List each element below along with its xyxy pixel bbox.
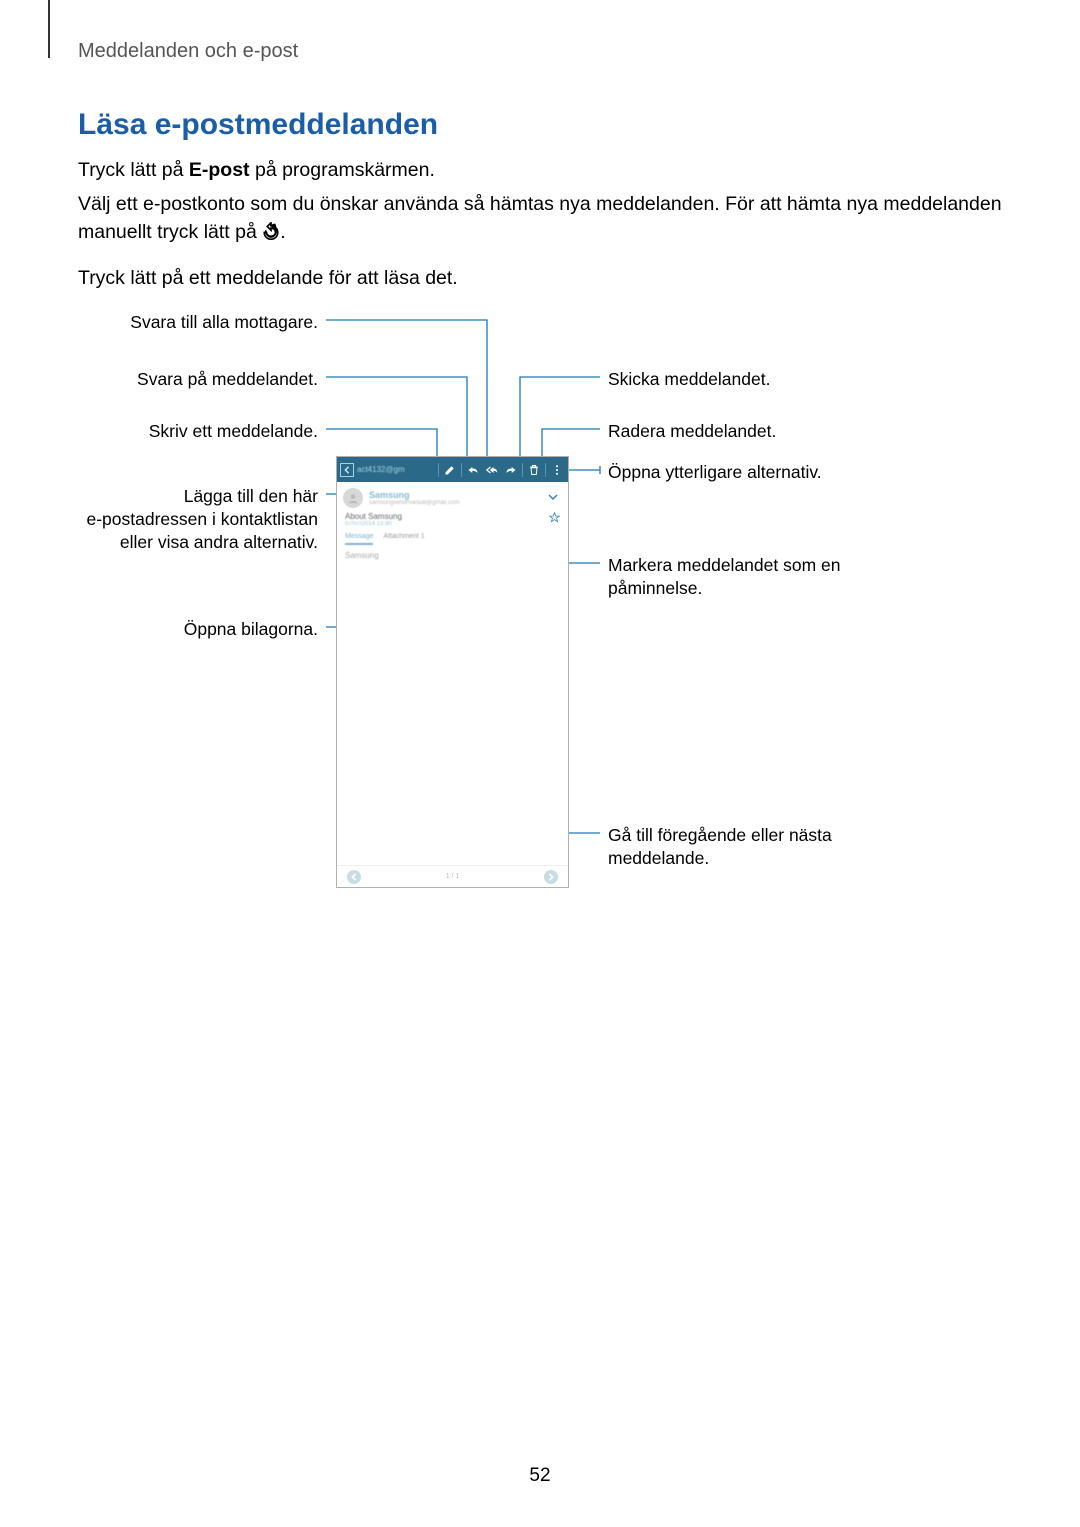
star-button[interactable] bbox=[549, 512, 560, 526]
trash-icon bbox=[528, 464, 540, 476]
page-number: 52 bbox=[0, 1465, 1080, 1487]
prev-message-button[interactable] bbox=[347, 870, 361, 884]
separator bbox=[438, 463, 439, 477]
message-body: Samsung bbox=[337, 545, 568, 566]
compose-button[interactable] bbox=[442, 462, 458, 478]
sender-email: samsungsendmanual@gmail.com bbox=[369, 500, 542, 506]
forward-button[interactable] bbox=[503, 462, 519, 478]
chevron-left-icon bbox=[343, 466, 351, 474]
chevron-right-icon bbox=[547, 873, 555, 881]
account-label: act4132@gm bbox=[357, 465, 405, 474]
star-icon bbox=[549, 512, 560, 523]
separator bbox=[545, 463, 546, 477]
reply-all-icon bbox=[486, 464, 498, 476]
subject-text: About Samsung bbox=[345, 512, 402, 521]
chevron-down-icon bbox=[548, 492, 558, 502]
nav-count: 1 / 1 bbox=[446, 873, 460, 880]
message-tabs: Message Attachment 1 bbox=[337, 529, 568, 545]
chevron-left-icon bbox=[350, 873, 358, 881]
back-button[interactable] bbox=[340, 463, 354, 477]
next-message-button[interactable] bbox=[544, 870, 558, 884]
subject-row: About Samsung 07/07/2014 13:30 bbox=[337, 510, 568, 529]
avatar[interactable] bbox=[343, 488, 363, 508]
sender-info: Samsung samsungsendmanual@gmail.com bbox=[369, 490, 542, 506]
reply-button[interactable] bbox=[465, 462, 481, 478]
nav-bar: 1 / 1 bbox=[337, 865, 568, 887]
tab-attachment[interactable]: Attachment 1 bbox=[383, 533, 424, 545]
email-toolbar: act4132@gm bbox=[337, 457, 568, 482]
tab-message[interactable]: Message bbox=[345, 533, 373, 545]
more-button[interactable] bbox=[549, 462, 565, 478]
compose-icon bbox=[444, 464, 456, 476]
avatar-icon bbox=[347, 492, 359, 504]
forward-icon bbox=[505, 464, 517, 476]
more-icon bbox=[551, 464, 563, 476]
expand-button[interactable] bbox=[548, 491, 558, 505]
date-text: 07/07/2014 13:30 bbox=[345, 521, 402, 527]
delete-button[interactable] bbox=[526, 462, 542, 478]
separator bbox=[461, 463, 462, 477]
sender-name: Samsung bbox=[369, 490, 542, 500]
separator bbox=[522, 463, 523, 477]
sender-row: Samsung samsungsendmanual@gmail.com bbox=[337, 482, 568, 510]
reply-icon bbox=[467, 464, 479, 476]
reply-all-button[interactable] bbox=[484, 462, 500, 478]
phone-mockup: act4132@gm Samsung bbox=[336, 456, 569, 888]
